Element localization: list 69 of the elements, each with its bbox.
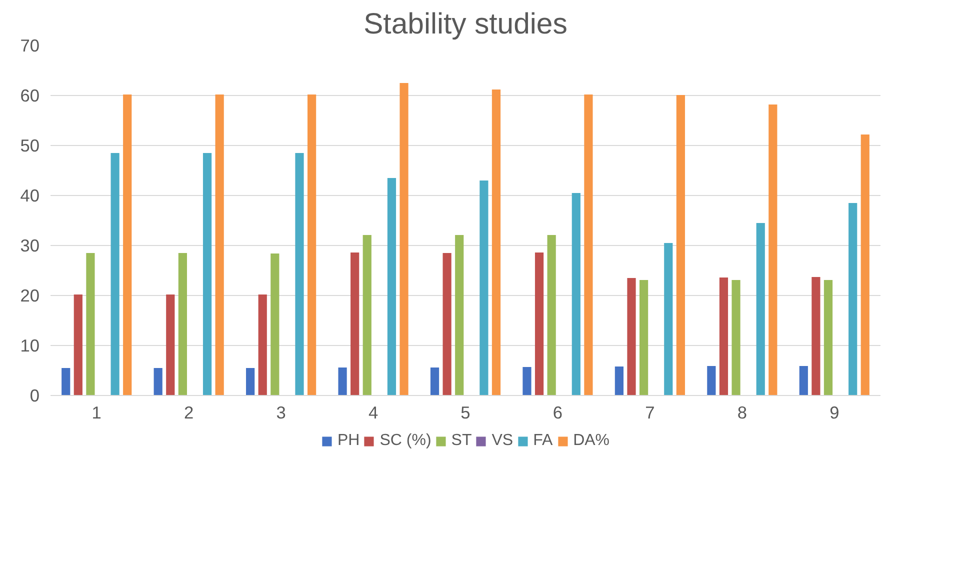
- bar: [572, 193, 580, 396]
- bar: [848, 203, 858, 396]
- x-tick-label: 4: [368, 402, 378, 422]
- bar: [614, 366, 624, 396]
- bar: [362, 235, 372, 396]
- bar: [74, 294, 82, 396]
- legend-label: FA: [533, 432, 554, 450]
- bar: [62, 368, 70, 396]
- y-tick-label: 20: [20, 286, 40, 306]
- bar: [860, 134, 870, 396]
- bar: [215, 94, 224, 396]
- legend-label: DA%: [573, 432, 610, 450]
- bar: [676, 95, 685, 396]
- bar: [455, 235, 464, 396]
- bar: [707, 366, 716, 396]
- bar: [799, 366, 808, 396]
- bar: [400, 83, 408, 396]
- bar: [480, 180, 488, 396]
- legend-label: VS: [492, 432, 514, 450]
- bar: [178, 253, 187, 396]
- x-tick-label: 3: [276, 402, 286, 422]
- bar: [295, 153, 304, 396]
- legend-label: ST: [451, 432, 472, 450]
- y-tick-label: 50: [20, 136, 40, 156]
- y-tick-label: 70: [20, 36, 40, 56]
- bar: [430, 368, 440, 396]
- y-tick-label: 60: [20, 86, 40, 106]
- bar: [547, 235, 556, 396]
- x-tick-label: 9: [830, 402, 840, 422]
- y-tick-label: 40: [20, 186, 40, 206]
- bar: [639, 280, 648, 396]
- bar: [719, 278, 728, 396]
- legend-label: SC (%): [380, 432, 432, 450]
- bar: [338, 368, 347, 396]
- x-tick-label: 8: [737, 402, 747, 422]
- y-tick-label: 0: [30, 386, 40, 406]
- bar: [123, 94, 132, 396]
- bar: [270, 254, 280, 396]
- bar: [258, 294, 267, 396]
- y-tick-label: 30: [20, 236, 40, 256]
- bar: [664, 243, 673, 396]
- bar: [732, 280, 740, 396]
- bar: [824, 280, 833, 396]
- bar: [627, 278, 636, 396]
- bar: [492, 90, 501, 396]
- bar: [584, 94, 593, 396]
- x-tick-label: 6: [552, 402, 563, 422]
- chart-title: Stability studies: [364, 8, 568, 40]
- bar: [534, 252, 544, 396]
- bar: [812, 277, 820, 396]
- bar: [442, 253, 452, 396]
- bar: [110, 153, 120, 396]
- x-tick-label: 1: [92, 402, 102, 422]
- x-tick-label: 5: [460, 402, 470, 422]
- bar: [166, 294, 175, 396]
- bar: [154, 368, 162, 396]
- bar: [307, 94, 316, 396]
- legend-label: PH: [337, 432, 360, 450]
- x-tick-label: 7: [645, 402, 655, 422]
- bar: [202, 153, 212, 396]
- bar: [86, 253, 95, 396]
- bar: [768, 104, 778, 396]
- bar: [350, 252, 360, 396]
- bar: [756, 223, 765, 396]
- x-tick-label: 2: [184, 402, 194, 422]
- bar: [387, 178, 396, 396]
- bar: [522, 367, 532, 396]
- y-tick-label: 10: [20, 336, 40, 356]
- bar: [246, 368, 255, 396]
